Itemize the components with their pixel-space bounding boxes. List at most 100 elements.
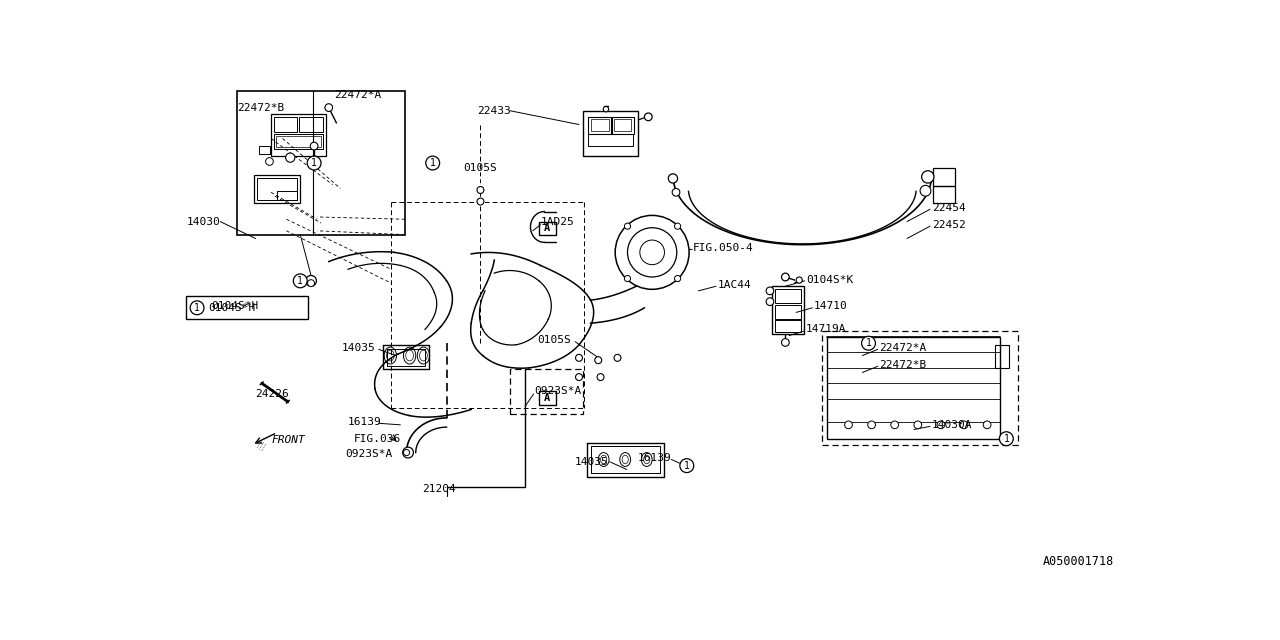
- Bar: [933, 186, 955, 203]
- Circle shape: [403, 449, 410, 456]
- Circle shape: [675, 275, 681, 282]
- Text: 0923S*A: 0923S*A: [344, 449, 392, 459]
- Bar: [774, 305, 801, 319]
- Text: 1AC44: 1AC44: [718, 280, 751, 290]
- Text: 21204: 21204: [422, 484, 456, 493]
- Circle shape: [644, 113, 652, 121]
- Text: 22454: 22454: [932, 203, 965, 212]
- Circle shape: [477, 186, 484, 193]
- Circle shape: [325, 104, 333, 111]
- Text: 1: 1: [1004, 434, 1010, 444]
- Text: 14035: 14035: [575, 457, 608, 467]
- Circle shape: [675, 223, 681, 229]
- Text: A050001718: A050001718: [1043, 556, 1114, 568]
- Text: 1AD25: 1AD25: [540, 216, 575, 227]
- Text: A: A: [544, 223, 550, 234]
- Bar: [274, 117, 297, 132]
- Bar: [589, 117, 612, 134]
- Text: 1: 1: [297, 276, 303, 286]
- Bar: [271, 114, 326, 156]
- Circle shape: [796, 277, 803, 283]
- Text: 0105S: 0105S: [463, 163, 497, 173]
- Circle shape: [403, 447, 413, 458]
- Bar: [509, 369, 582, 414]
- Circle shape: [306, 275, 316, 286]
- Text: 22472*B: 22472*B: [237, 102, 284, 113]
- Circle shape: [845, 421, 852, 429]
- Circle shape: [595, 356, 602, 364]
- Circle shape: [625, 223, 631, 229]
- Bar: [274, 134, 324, 149]
- Bar: [590, 119, 609, 131]
- Circle shape: [625, 275, 631, 282]
- Circle shape: [576, 374, 582, 381]
- Circle shape: [668, 174, 677, 183]
- Text: 16139: 16139: [637, 453, 671, 463]
- Text: 22452: 22452: [932, 220, 965, 230]
- Text: 1: 1: [684, 461, 690, 470]
- Text: 22433: 22433: [477, 106, 511, 116]
- Text: 14719A: 14719A: [806, 324, 846, 334]
- Text: 0105S: 0105S: [538, 335, 571, 345]
- Text: 22472*A: 22472*A: [879, 343, 927, 353]
- Text: 0104S*H: 0104S*H: [211, 301, 259, 311]
- Circle shape: [983, 421, 991, 429]
- Circle shape: [307, 156, 321, 170]
- Circle shape: [891, 421, 899, 429]
- Text: 14030A: 14030A: [932, 420, 973, 430]
- Circle shape: [868, 421, 876, 429]
- Circle shape: [596, 374, 604, 381]
- Bar: [772, 286, 804, 334]
- Circle shape: [861, 336, 876, 350]
- Circle shape: [640, 240, 664, 265]
- Circle shape: [310, 142, 317, 150]
- Bar: [187, 296, 308, 319]
- Bar: [237, 91, 404, 236]
- Circle shape: [672, 188, 680, 196]
- Circle shape: [576, 355, 582, 362]
- Circle shape: [767, 287, 774, 294]
- Circle shape: [680, 459, 694, 472]
- Text: 16139: 16139: [348, 417, 381, 427]
- Circle shape: [285, 153, 294, 163]
- Circle shape: [627, 228, 677, 277]
- Bar: [628, 228, 676, 277]
- Text: 1: 1: [865, 338, 872, 348]
- Bar: [933, 168, 955, 186]
- Text: A: A: [544, 393, 550, 403]
- Bar: [614, 119, 631, 131]
- Bar: [257, 179, 297, 200]
- Circle shape: [266, 157, 274, 165]
- Text: 0104S*K: 0104S*K: [806, 275, 854, 285]
- Bar: [253, 175, 301, 203]
- Bar: [589, 134, 632, 146]
- Circle shape: [920, 186, 931, 196]
- Circle shape: [307, 280, 315, 287]
- Circle shape: [960, 421, 968, 429]
- Bar: [995, 345, 1009, 368]
- Circle shape: [614, 355, 621, 362]
- Bar: [582, 111, 639, 156]
- Circle shape: [293, 274, 307, 288]
- Text: FIG.036: FIG.036: [355, 434, 402, 444]
- Circle shape: [782, 273, 790, 281]
- Bar: [276, 136, 321, 147]
- Text: 0104S*H: 0104S*H: [207, 303, 255, 313]
- Bar: [827, 337, 1000, 438]
- Text: 14710: 14710: [814, 301, 847, 311]
- Circle shape: [937, 421, 945, 429]
- Text: FRONT: FRONT: [271, 435, 305, 445]
- Text: 14035: 14035: [342, 343, 375, 353]
- Circle shape: [616, 216, 689, 289]
- Text: 14030: 14030: [187, 216, 220, 227]
- Text: 1: 1: [311, 158, 317, 168]
- Text: 1: 1: [430, 158, 435, 168]
- Circle shape: [477, 198, 484, 205]
- Bar: [298, 117, 324, 132]
- Bar: [774, 320, 801, 332]
- Bar: [278, 191, 297, 200]
- Circle shape: [782, 339, 790, 346]
- Text: 0923S*A: 0923S*A: [534, 386, 581, 396]
- Bar: [539, 221, 556, 236]
- Circle shape: [922, 171, 934, 183]
